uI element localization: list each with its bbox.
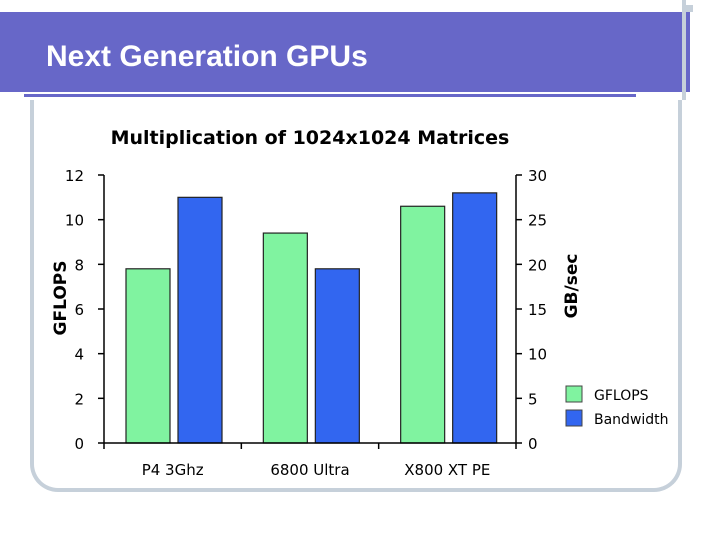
category-label: P4 3Ghz xyxy=(142,461,204,479)
y-left-tick-label: 4 xyxy=(74,346,84,364)
legend-label: GFLOPS xyxy=(594,388,649,404)
title-band xyxy=(0,12,690,92)
y-axis-right-label: GB/sec xyxy=(562,254,582,319)
y-right-tick-label: 25 xyxy=(528,212,547,230)
bar-gflops-2 xyxy=(262,232,308,444)
y-left-tick-label: 12 xyxy=(65,167,84,185)
y-left-tick-label: 0 xyxy=(74,435,84,453)
slide-title: Next Generation GPUs xyxy=(46,40,368,73)
y-right-tick-label: 0 xyxy=(528,435,538,453)
content-frame xyxy=(30,100,682,492)
y-left-tick-label: 8 xyxy=(74,256,84,274)
corner-dot xyxy=(686,5,693,12)
y-axis-left-label: GFLOPS xyxy=(51,261,71,336)
y-right-tick-label: 5 xyxy=(528,390,538,408)
bar-bandwidth-2 xyxy=(314,268,360,444)
y-right-tick-label: 20 xyxy=(528,256,547,274)
frame-accent xyxy=(682,0,686,100)
category-label: 6800 Ultra xyxy=(270,461,349,479)
legend-swatch-bandwidth xyxy=(565,409,583,427)
bar-bandwidth-3 xyxy=(452,192,498,444)
title-rule xyxy=(24,94,636,97)
y-left-tick-label: 10 xyxy=(65,212,84,230)
y-left-tick-label: 6 xyxy=(74,301,84,319)
y-left-tick-label: 2 xyxy=(74,390,84,408)
chart-title: Multiplication of 1024x1024 Matrices xyxy=(111,127,510,149)
y-right-tick-label: 30 xyxy=(528,167,547,185)
category-label: X800 XT PE xyxy=(404,461,490,479)
legend-label: Bandwidth xyxy=(594,412,669,428)
bar-gflops-3 xyxy=(400,205,446,444)
y-right-tick-label: 15 xyxy=(528,301,547,319)
bar-bandwidth-1 xyxy=(177,196,223,444)
bar-gflops-1 xyxy=(125,268,171,444)
legend-swatch-gflops xyxy=(565,385,583,403)
y-right-tick-label: 10 xyxy=(528,346,547,364)
